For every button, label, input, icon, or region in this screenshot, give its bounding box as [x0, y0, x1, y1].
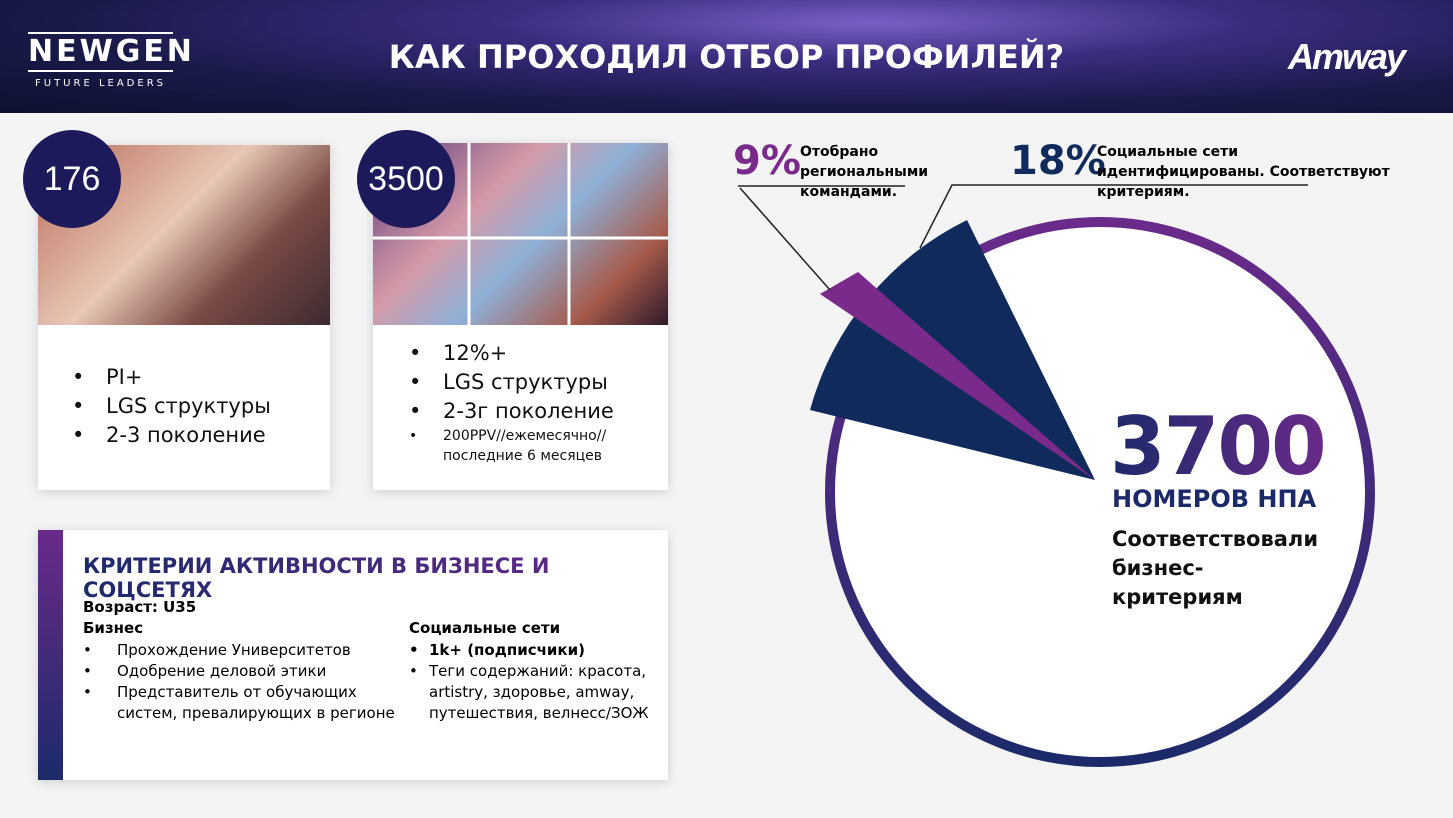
callout-value: 18%: [1010, 138, 1106, 184]
logo-subtitle: FUTURE LEADERS: [35, 78, 166, 89]
list-item: PI+: [72, 363, 330, 392]
criteria-title: КРИТЕРИИ АКТИВНОСТИ В БИЗНЕСЕ И СОЦСЕТЯХ: [83, 554, 668, 602]
count-badge: 176: [23, 130, 121, 228]
callout-text: Отобрано региональными командами.: [800, 144, 929, 200]
social-heading: Социальные сети: [409, 619, 561, 637]
list-item: 200PPV//ежемесячно// последние 6 месяцев: [409, 426, 668, 466]
list-item: LGS структуры: [72, 392, 330, 421]
big-label: НОМЕРОВ НПА: [1112, 485, 1317, 513]
count-badge: 3500: [357, 130, 455, 228]
business-list: Прохождение Университетов Одобрение дело…: [83, 640, 403, 724]
list: 12%+ LGS структуры 2-3г поколение 200PPV…: [409, 339, 668, 466]
list-item: Прохождение Университетов: [83, 640, 403, 661]
list-item: 2-3 поколение: [72, 421, 330, 450]
list-item: 12%+: [409, 339, 668, 368]
list-item: 1k+ (подписчики): [409, 640, 649, 661]
leader-line: [739, 187, 831, 291]
social-list: 1k+ (подписчики) Теги содержаний: красот…: [409, 640, 649, 724]
caption: Соответствовали бизнес-критериям: [1112, 527, 1319, 609]
list-item: LGS структуры: [409, 368, 668, 397]
callout-value: 9%: [733, 138, 801, 184]
age: Возраст: U35: [83, 598, 197, 616]
pie-slice: [820, 272, 1095, 480]
header: [0, 0, 1453, 113]
logo-title: NEWGEN: [28, 32, 192, 72]
logo: NEWGEN FUTURE LEADERS: [28, 32, 192, 89]
list: PI+ LGS структуры 2-3 поколение: [72, 363, 330, 450]
brand-logo: Amway: [1288, 36, 1406, 77]
list-item: Теги содержаний: красота, artistry, здор…: [409, 661, 649, 724]
list-item: 2-3г поколение: [409, 397, 668, 426]
callout-text: Социальные сети идентифицированы. Соотве…: [1097, 144, 1390, 200]
accent-bar: [38, 530, 63, 780]
business-heading: Бизнес: [83, 619, 144, 637]
slide-title: КАК ПРОХОДИЛ ОТБОР ПРОФИЛЕЙ?: [388, 38, 1065, 76]
leader-line: [919, 184, 1308, 249]
big-number: 3700: [1110, 400, 1327, 493]
criteria-box: КРИТЕРИИ АКТИВНОСТИ В БИЗНЕСЕ И СОЦСЕТЯХ…: [38, 530, 668, 780]
list-item: Одобрение деловой этики: [83, 661, 403, 682]
list-item: Представитель от обучающих систем, прева…: [83, 682, 403, 724]
pie-slice: [810, 220, 1095, 480]
